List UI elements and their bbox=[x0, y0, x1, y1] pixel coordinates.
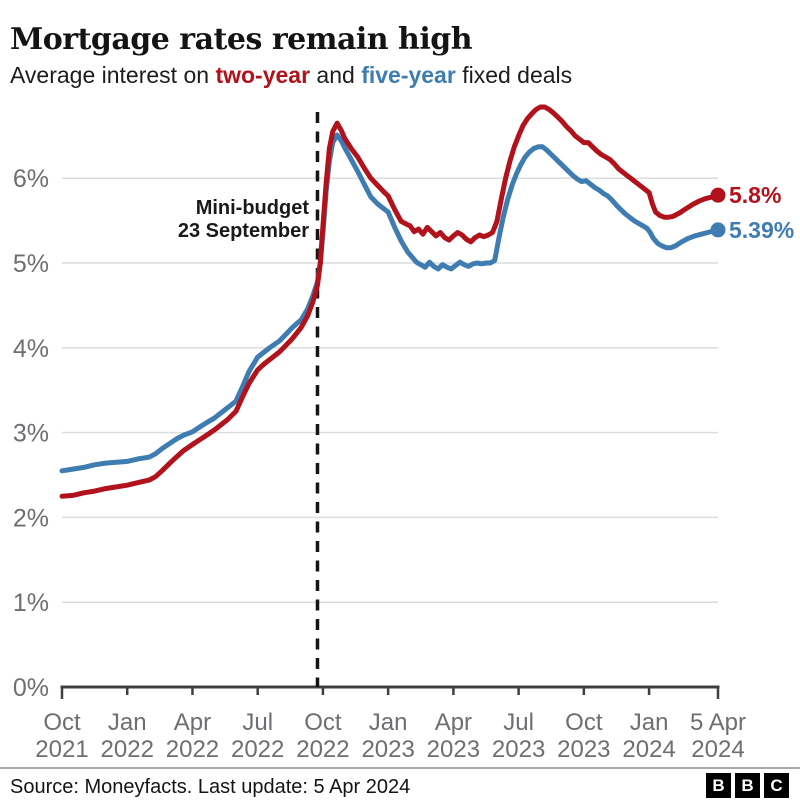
x-tick-year-label: 2024 bbox=[691, 736, 744, 763]
series-end-markers: 5.39% 5.8% bbox=[710, 182, 794, 243]
y-tick-label: 5% bbox=[13, 250, 49, 278]
y-tick-label: 0% bbox=[13, 674, 49, 702]
x-tick-month-label: Jan bbox=[630, 709, 669, 736]
subtitle-text-3: fixed deals bbox=[455, 62, 573, 88]
x-tick-month-label: Apr bbox=[435, 709, 472, 736]
x-tick-year-label: 2024 bbox=[622, 736, 675, 763]
x-tick-month-label: Jan bbox=[369, 709, 408, 736]
bbc-logo-letter-3: C bbox=[764, 773, 789, 798]
x-tick-year-label: 2022 bbox=[231, 736, 284, 763]
series-end-label-five-year: 5.39% bbox=[729, 217, 794, 243]
x-tick-month-label: Jan bbox=[108, 709, 147, 736]
x-tick-month-label: 5 Apr bbox=[690, 709, 746, 736]
chart-title: Mortgage rates remain high bbox=[10, 22, 473, 57]
bbc-logo-letter-1: B bbox=[706, 773, 731, 798]
source-text: Source: Moneyfacts. Last update: 5 Apr 2… bbox=[10, 776, 411, 798]
x-tick-year-label: 2023 bbox=[427, 736, 480, 763]
x-tick-month-label: Jul bbox=[503, 709, 534, 736]
subtitle-five-year-label: five-year bbox=[361, 62, 456, 88]
gridlines bbox=[62, 177, 718, 603]
series-lines bbox=[59, 104, 721, 499]
y-tick-label: 2% bbox=[13, 504, 49, 532]
x-tick-year-label: 2023 bbox=[492, 736, 545, 763]
y-tick-label: 6% bbox=[13, 165, 49, 193]
y-axis-labels: 0% 1% 2% 3% 4% 5% 6% bbox=[13, 165, 49, 702]
subtitle-text-1: Average interest on bbox=[10, 62, 216, 88]
series-line-five-year bbox=[59, 132, 721, 474]
x-tick-month-label: Jul bbox=[242, 709, 273, 736]
x-tick-year-label: 2022 bbox=[296, 736, 349, 763]
bbc-logo: B B C bbox=[706, 773, 789, 798]
annotation-line-2: 23 September bbox=[177, 220, 309, 242]
series-line-two-year bbox=[59, 104, 721, 499]
annotation-line-1: Mini-budget bbox=[195, 197, 309, 219]
x-tick-year-label: 2022 bbox=[101, 736, 154, 763]
series-end-label-two-year: 5.8% bbox=[729, 182, 781, 208]
x-tick-year-label: 2021 bbox=[35, 736, 88, 763]
series-end-dot-five-year bbox=[710, 222, 726, 238]
chart-subtitle: Average interest on two-year and five-ye… bbox=[10, 62, 572, 89]
subtitle-text-2: and bbox=[310, 62, 362, 88]
x-tick-month-label: Oct bbox=[43, 709, 81, 736]
x-tick-year-label: 2022 bbox=[166, 736, 219, 763]
y-tick-label: 4% bbox=[13, 335, 49, 363]
series-end-dot-two-year bbox=[710, 187, 726, 203]
y-tick-label: 1% bbox=[13, 589, 49, 617]
x-tick-year-label: 2023 bbox=[557, 736, 610, 763]
y-tick-label: 3% bbox=[13, 420, 49, 448]
footer-divider bbox=[0, 767, 800, 769]
x-tick-month-label: Oct bbox=[565, 709, 603, 736]
x-tick-month-label: Oct bbox=[304, 709, 342, 736]
x-tick-year-label: 2023 bbox=[361, 736, 414, 763]
mini-budget-annotation: Mini-budget 23 September bbox=[0, 197, 309, 243]
x-axis bbox=[60, 685, 720, 699]
subtitle-two-year-label: two-year bbox=[215, 62, 311, 88]
x-tick-month-label: Apr bbox=[174, 709, 211, 736]
x-axis-labels: Oct2021Jan2022Apr2022Jul2022Oct2022Jan20… bbox=[35, 709, 746, 763]
bbc-logo-letter-2: B bbox=[735, 773, 760, 798]
